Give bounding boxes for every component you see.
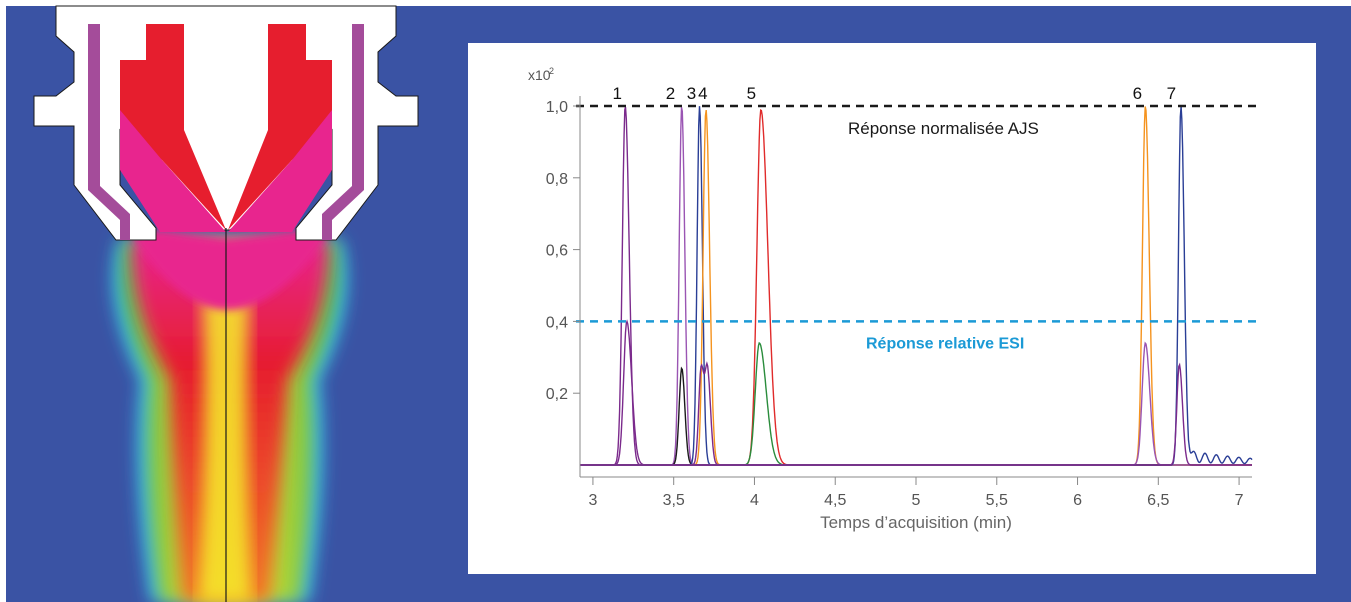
y-tick-label: 0,8 — [546, 171, 568, 188]
y-multiplier-exponent: 2 — [549, 66, 554, 76]
peak-number-label: 3 — [687, 84, 696, 103]
y-tick-label: 0,2 — [546, 386, 568, 403]
x-tick-label: 3 — [588, 492, 597, 509]
chromatogram-chart: 0,2 0,4 0,6 0,8 1,0 3 3,5 4 4,5 5 5,5 6 6,5 7 Temps d’… — [528, 66, 1256, 532]
nozzle-body — [33, 5, 419, 241]
peak-number-label: 7 — [1167, 84, 1176, 103]
nozzle-illustration — [33, 5, 419, 602]
peak-number-label: 1 — [612, 84, 621, 103]
x-tick-label: 4 — [750, 492, 759, 509]
y-tick-label: 0,4 — [546, 314, 568, 331]
peak-number-label: 4 — [698, 84, 707, 103]
x-tick-label: 5 — [912, 492, 921, 509]
peak-number-label: 2 — [666, 84, 675, 103]
y-tick-label: 1,0 — [546, 99, 568, 116]
y-tick-label: 0,6 — [546, 243, 568, 260]
spray-plume — [112, 230, 348, 602]
x-tick-label: 6,5 — [1147, 492, 1169, 509]
x-tick-label: 7 — [1235, 492, 1244, 509]
esi-label: Réponse relative ESI — [866, 335, 1024, 352]
ajs-label: Réponse normalisée AJS — [848, 119, 1039, 138]
peak-number-label: 5 — [747, 84, 756, 103]
x-tick-label: 6 — [1073, 492, 1082, 509]
y-multiplier-label: x10 — [528, 67, 551, 83]
x-tick-label: 4,5 — [824, 492, 846, 509]
x-tick-label: 5,5 — [986, 492, 1008, 509]
chromatogram-series — [580, 362, 1252, 466]
peak-number-label: 6 — [1133, 84, 1142, 103]
x-axis-title: Temps d’acquisition (min) — [820, 513, 1012, 532]
x-tick-label: 3,5 — [663, 492, 685, 509]
chart-panel: 0,2 0,4 0,6 0,8 1,0 3 3,5 4 4,5 5 5,5 6 6,5 7 Temps d’… — [468, 43, 1316, 574]
